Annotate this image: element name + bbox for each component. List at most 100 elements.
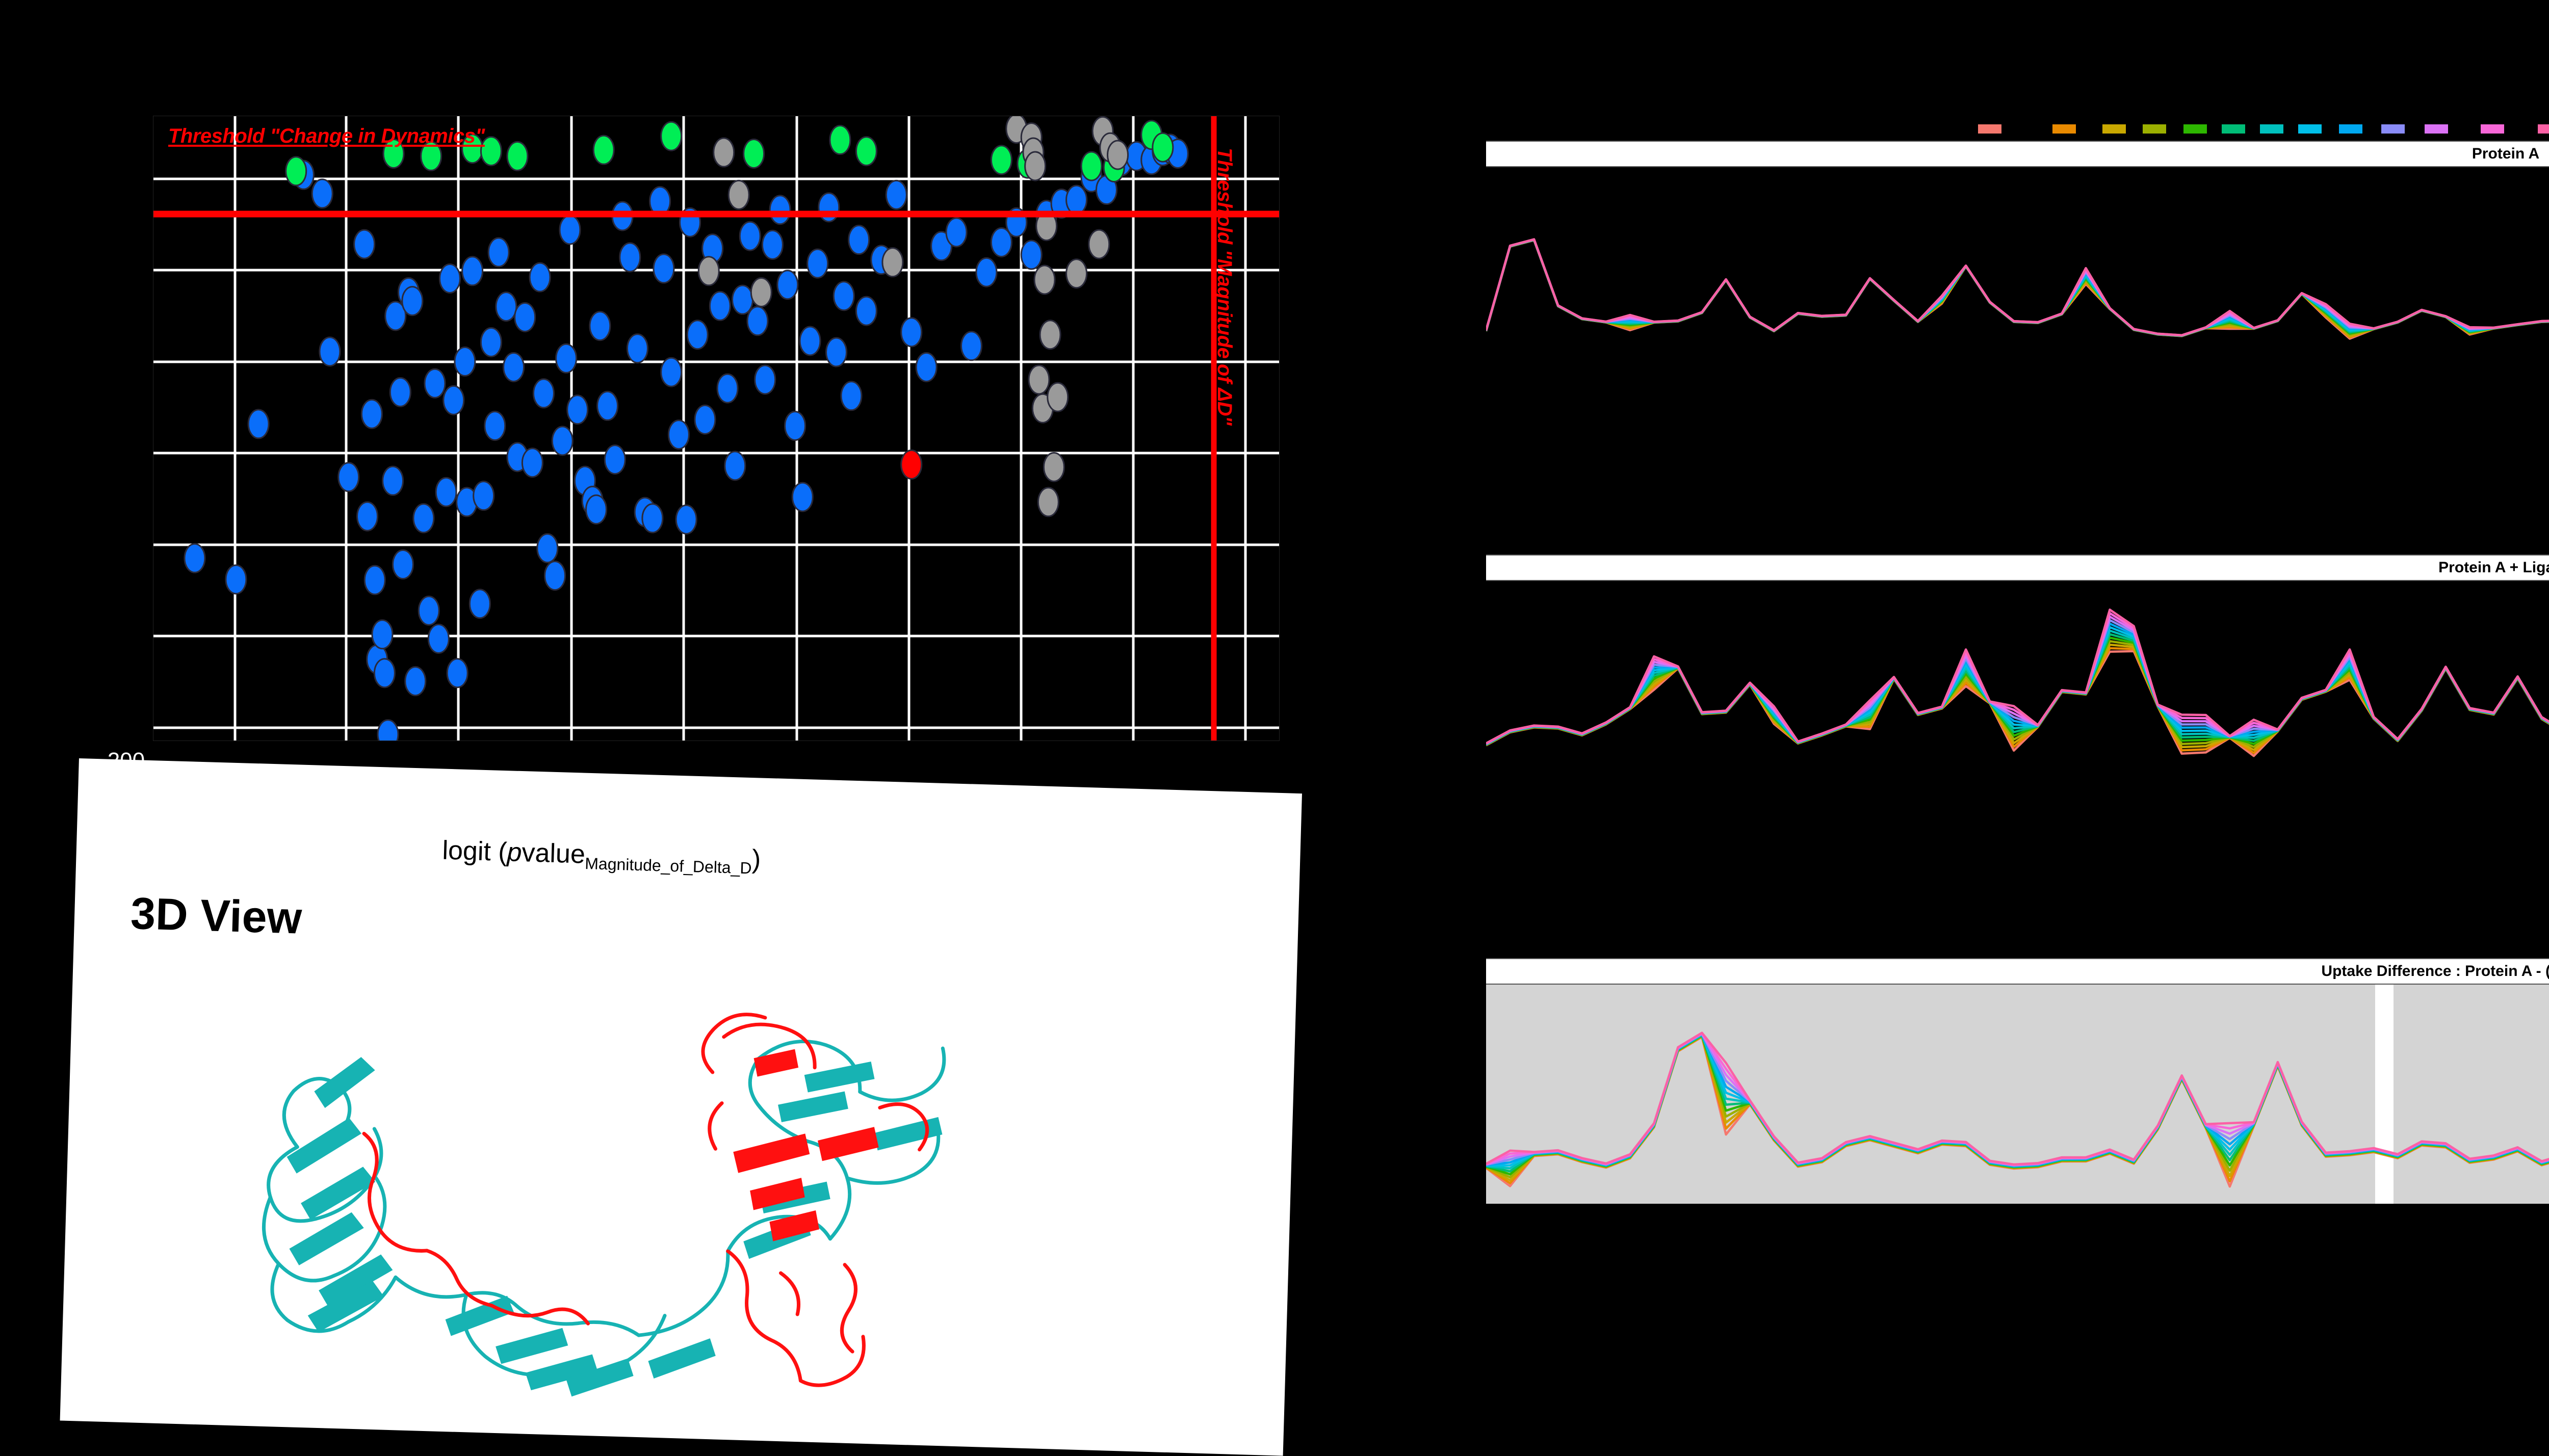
volcano-point[interactable] bbox=[769, 195, 791, 225]
volcano-point[interactable] bbox=[363, 565, 386, 595]
volcano-point[interactable] bbox=[353, 229, 376, 259]
volcano-point[interactable] bbox=[667, 419, 690, 450]
legend-swatch-9[interactable] bbox=[2338, 124, 2362, 134]
volcano-point[interactable] bbox=[686, 320, 709, 350]
volcano-point[interactable] bbox=[589, 311, 611, 341]
volcano-point[interactable] bbox=[660, 357, 683, 387]
volcano-point[interactable] bbox=[885, 179, 907, 210]
volcano-point[interactable] bbox=[732, 284, 754, 315]
volcano-point[interactable] bbox=[604, 444, 626, 475]
volcano-point[interactable] bbox=[660, 121, 683, 151]
volcano-point[interactable] bbox=[337, 462, 360, 492]
volcano-point[interactable] bbox=[960, 331, 982, 361]
volcano-point[interactable] bbox=[754, 364, 776, 395]
volcano-point[interactable] bbox=[619, 242, 641, 273]
volcano-point[interactable] bbox=[521, 447, 543, 478]
volcano-point[interactable] bbox=[536, 533, 559, 564]
volcano-point[interactable] bbox=[225, 564, 247, 595]
legend-swatch-8[interactable] bbox=[2298, 124, 2322, 134]
volcano-point[interactable] bbox=[855, 136, 877, 167]
three-d-view-panel[interactable]: logit (pvalueMagnitude_of_Delta_D) 3D Vi… bbox=[60, 758, 1303, 1456]
chart-canvas-uptake-difference[interactable] bbox=[1486, 985, 2549, 1204]
volcano-point[interactable] bbox=[975, 257, 998, 287]
volcano-point[interactable] bbox=[1033, 264, 1056, 295]
volcano-point[interactable] bbox=[551, 426, 574, 456]
volcano-point[interactable] bbox=[401, 286, 424, 316]
volcano-point[interactable] bbox=[469, 589, 491, 619]
volcano-point[interactable] bbox=[1065, 184, 1088, 215]
volcano-point[interactable] bbox=[1037, 487, 1059, 517]
volcano-point[interactable] bbox=[848, 225, 870, 255]
volcano-point[interactable] bbox=[1065, 258, 1088, 289]
volcano-point[interactable] bbox=[1080, 151, 1103, 181]
volcano-point[interactable] bbox=[825, 337, 848, 367]
volcano-point[interactable] bbox=[697, 256, 720, 286]
volcano-point[interactable] bbox=[1047, 382, 1069, 412]
volcano-point[interactable] bbox=[487, 237, 510, 268]
volcano-point[interactable] bbox=[592, 135, 615, 165]
volcano-point[interactable] bbox=[1020, 240, 1043, 270]
volcano-point[interactable] bbox=[382, 139, 405, 169]
legend-swatch-4[interactable] bbox=[2143, 124, 2167, 134]
volcano-plot-area[interactable] bbox=[153, 116, 1280, 741]
legend-swatch-2[interactable] bbox=[2052, 124, 2076, 134]
volcano-point[interactable] bbox=[371, 619, 394, 650]
volcano-point[interactable] bbox=[382, 465, 404, 496]
volcano-point[interactable] bbox=[356, 501, 379, 532]
volcano-point[interactable] bbox=[855, 296, 877, 326]
volcano-point[interactable] bbox=[392, 549, 414, 580]
volcano-point[interactable] bbox=[566, 394, 589, 425]
volcano-point[interactable] bbox=[743, 139, 765, 169]
volcano-point[interactable] bbox=[626, 333, 648, 364]
volcano-point[interactable] bbox=[990, 227, 1012, 257]
volcano-point[interactable] bbox=[532, 378, 555, 409]
volcano-point[interactable] bbox=[1024, 151, 1047, 181]
legend-swatch-10[interactable] bbox=[2381, 124, 2405, 134]
volcano-point[interactable] bbox=[1152, 132, 1174, 163]
volcano-point[interactable] bbox=[713, 137, 735, 168]
volcano-point[interactable] bbox=[596, 390, 619, 421]
volcano-point[interactable] bbox=[784, 411, 807, 441]
volcano-point[interactable] bbox=[750, 277, 772, 307]
volcano-point[interactable] bbox=[420, 141, 443, 171]
volcano-point[interactable] bbox=[480, 327, 502, 357]
volcano-point[interactable] bbox=[761, 229, 784, 260]
volcano-point[interactable] bbox=[807, 248, 829, 279]
legend-swatch-11[interactable] bbox=[2424, 124, 2448, 134]
legend-swatch-7[interactable] bbox=[2259, 124, 2283, 134]
legend-swatch-12[interactable] bbox=[2480, 124, 2504, 134]
volcano-point[interactable] bbox=[514, 302, 536, 332]
volcano-point[interactable] bbox=[653, 253, 675, 284]
volcano-point[interactable] bbox=[412, 503, 435, 534]
volcano-point[interactable] bbox=[454, 346, 476, 377]
volcano-point[interactable] bbox=[1088, 229, 1110, 259]
volcano-point[interactable] bbox=[373, 658, 396, 689]
volcano-point[interactable] bbox=[900, 317, 923, 348]
volcano-point[interactable] bbox=[833, 281, 855, 311]
volcano-point[interactable] bbox=[443, 385, 465, 415]
volcano-point[interactable] bbox=[438, 263, 461, 294]
chart-canvas-protein-a-ligand[interactable] bbox=[1486, 581, 2549, 780]
volcano-point[interactable] bbox=[495, 292, 517, 322]
volcano-point[interactable] bbox=[739, 221, 761, 251]
legend-swatch-13[interactable] bbox=[2538, 124, 2549, 134]
volcano-point[interactable] bbox=[746, 306, 769, 336]
volcano-point[interactable] bbox=[881, 247, 904, 278]
volcano-point[interactable] bbox=[641, 503, 664, 534]
volcano-point[interactable] bbox=[506, 141, 529, 171]
volcano-point[interactable] bbox=[585, 494, 607, 525]
volcano-point[interactable] bbox=[377, 719, 399, 740]
volcano-point[interactable] bbox=[930, 231, 953, 261]
volcano-point[interactable] bbox=[675, 504, 697, 535]
volcano-point[interactable] bbox=[427, 623, 450, 654]
volcano-point[interactable] bbox=[990, 145, 1012, 175]
volcano-point[interactable] bbox=[424, 368, 446, 399]
protein-ribbon-structure[interactable] bbox=[137, 959, 1093, 1435]
volcano-point[interactable] bbox=[484, 411, 506, 441]
volcano-point[interactable] bbox=[435, 476, 457, 507]
volcano-point[interactable] bbox=[311, 178, 333, 209]
volcano-point[interactable] bbox=[776, 270, 799, 300]
volcano-point[interactable] bbox=[915, 352, 938, 382]
volcano-point[interactable] bbox=[384, 301, 407, 331]
volcano-point[interactable] bbox=[446, 658, 469, 689]
